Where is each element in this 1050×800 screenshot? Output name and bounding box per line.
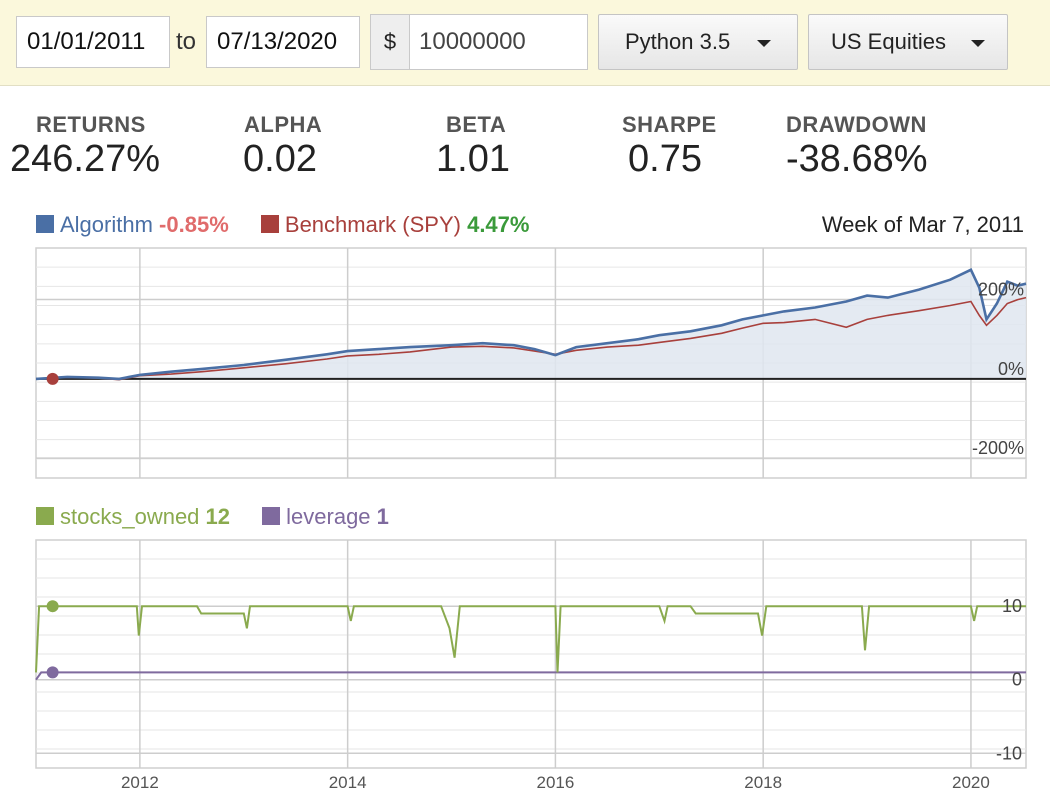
x-tick-label: 2020	[952, 773, 990, 792]
returns-label: RETURNS	[36, 112, 146, 137]
y-tick-label: -200%	[972, 438, 1024, 458]
returns-legend: Algorithm -0.85% Benchmark (SPY) 4.47%	[36, 212, 529, 238]
sharpe-value: 0.75	[628, 138, 702, 180]
leverage-swatch	[262, 507, 281, 525]
drawdown-value: -38.68%	[786, 138, 928, 180]
algorithm-legend-label: Algorithm	[60, 212, 153, 237]
universe-dropdown[interactable]: US Equities	[808, 14, 1008, 70]
x-tick-label: 2018	[744, 773, 782, 792]
beta-label: BETA	[446, 112, 507, 137]
python-version-dropdown[interactable]: Python 3.5	[598, 14, 798, 70]
algorithm-swatch	[36, 215, 54, 233]
hover-marker	[46, 372, 59, 385]
currency-symbol: $	[371, 15, 410, 69]
week-label: Week of Mar 7, 2011	[821, 212, 1024, 237]
y-tick-label: -10	[996, 743, 1022, 763]
backtest-controls-bar: 01/01/2011 to 07/13/2020 $ 10000000 Pyth…	[0, 0, 1050, 86]
capital-input-group[interactable]: $ 10000000	[370, 14, 588, 70]
leverage-hover-marker	[46, 666, 59, 679]
benchmark-series-line	[35, 296, 1027, 381]
stocks-owned-swatch	[36, 507, 54, 525]
benchmark-legend-value: 4.47%	[467, 212, 530, 237]
stocks-owned-legend-label: stocks_owned	[60, 504, 200, 529]
chevron-down-icon	[757, 40, 771, 47]
y-tick-label: 0%	[998, 359, 1024, 379]
stocks-hover-marker	[46, 600, 59, 613]
custom-data-chart[interactable]: -10 0 10 2012 2014 2016 2018 2020	[0, 532, 1050, 800]
returns-chart[interactable]: -200% 0% 200%	[0, 240, 1050, 480]
sharpe-label: SHARPE	[622, 112, 717, 137]
returns-value: 246.27%	[10, 138, 161, 180]
y-tick-label: 0	[1012, 670, 1022, 690]
start-date-input[interactable]: 01/01/2011	[16, 16, 170, 68]
stocks-owned-legend-value: 12	[205, 504, 231, 529]
alpha-label: ALPHA	[244, 112, 323, 137]
leverage-legend-label: leverage	[286, 504, 371, 529]
chevron-down-icon	[971, 40, 985, 47]
python-version-label: Python 3.5	[625, 29, 731, 54]
beta-value: 1.01	[436, 138, 510, 180]
stocks-owned-series-line	[35, 605, 1026, 673]
universe-label: US Equities	[831, 29, 946, 54]
benchmark-swatch	[260, 215, 279, 233]
to-label: to	[176, 28, 197, 55]
benchmark-legend-label: Benchmark (SPY)	[284, 212, 461, 237]
algorithm-legend-value: -0.85%	[159, 212, 229, 237]
end-date-input[interactable]: 07/13/2020	[206, 16, 360, 68]
capital-input[interactable]: 10000000	[419, 28, 526, 55]
y-tick-label: 10	[1002, 596, 1022, 616]
y-tick-label: 200%	[978, 280, 1024, 300]
leverage-legend-value: 1	[376, 504, 389, 529]
custom-data-legend: stocks_owned 12 leverage 1	[36, 504, 389, 530]
alpha-value: 0.02	[243, 138, 317, 180]
leverage-series-line	[35, 671, 1026, 681]
algorithm-area	[36, 269, 1026, 379]
algorithm-series-line	[35, 268, 1027, 381]
drawdown-label: DRAWDOWN	[786, 112, 927, 137]
x-tick-label: 2016	[536, 773, 574, 792]
x-tick-label: 2012	[121, 773, 159, 792]
x-tick-label: 2014	[329, 773, 367, 792]
